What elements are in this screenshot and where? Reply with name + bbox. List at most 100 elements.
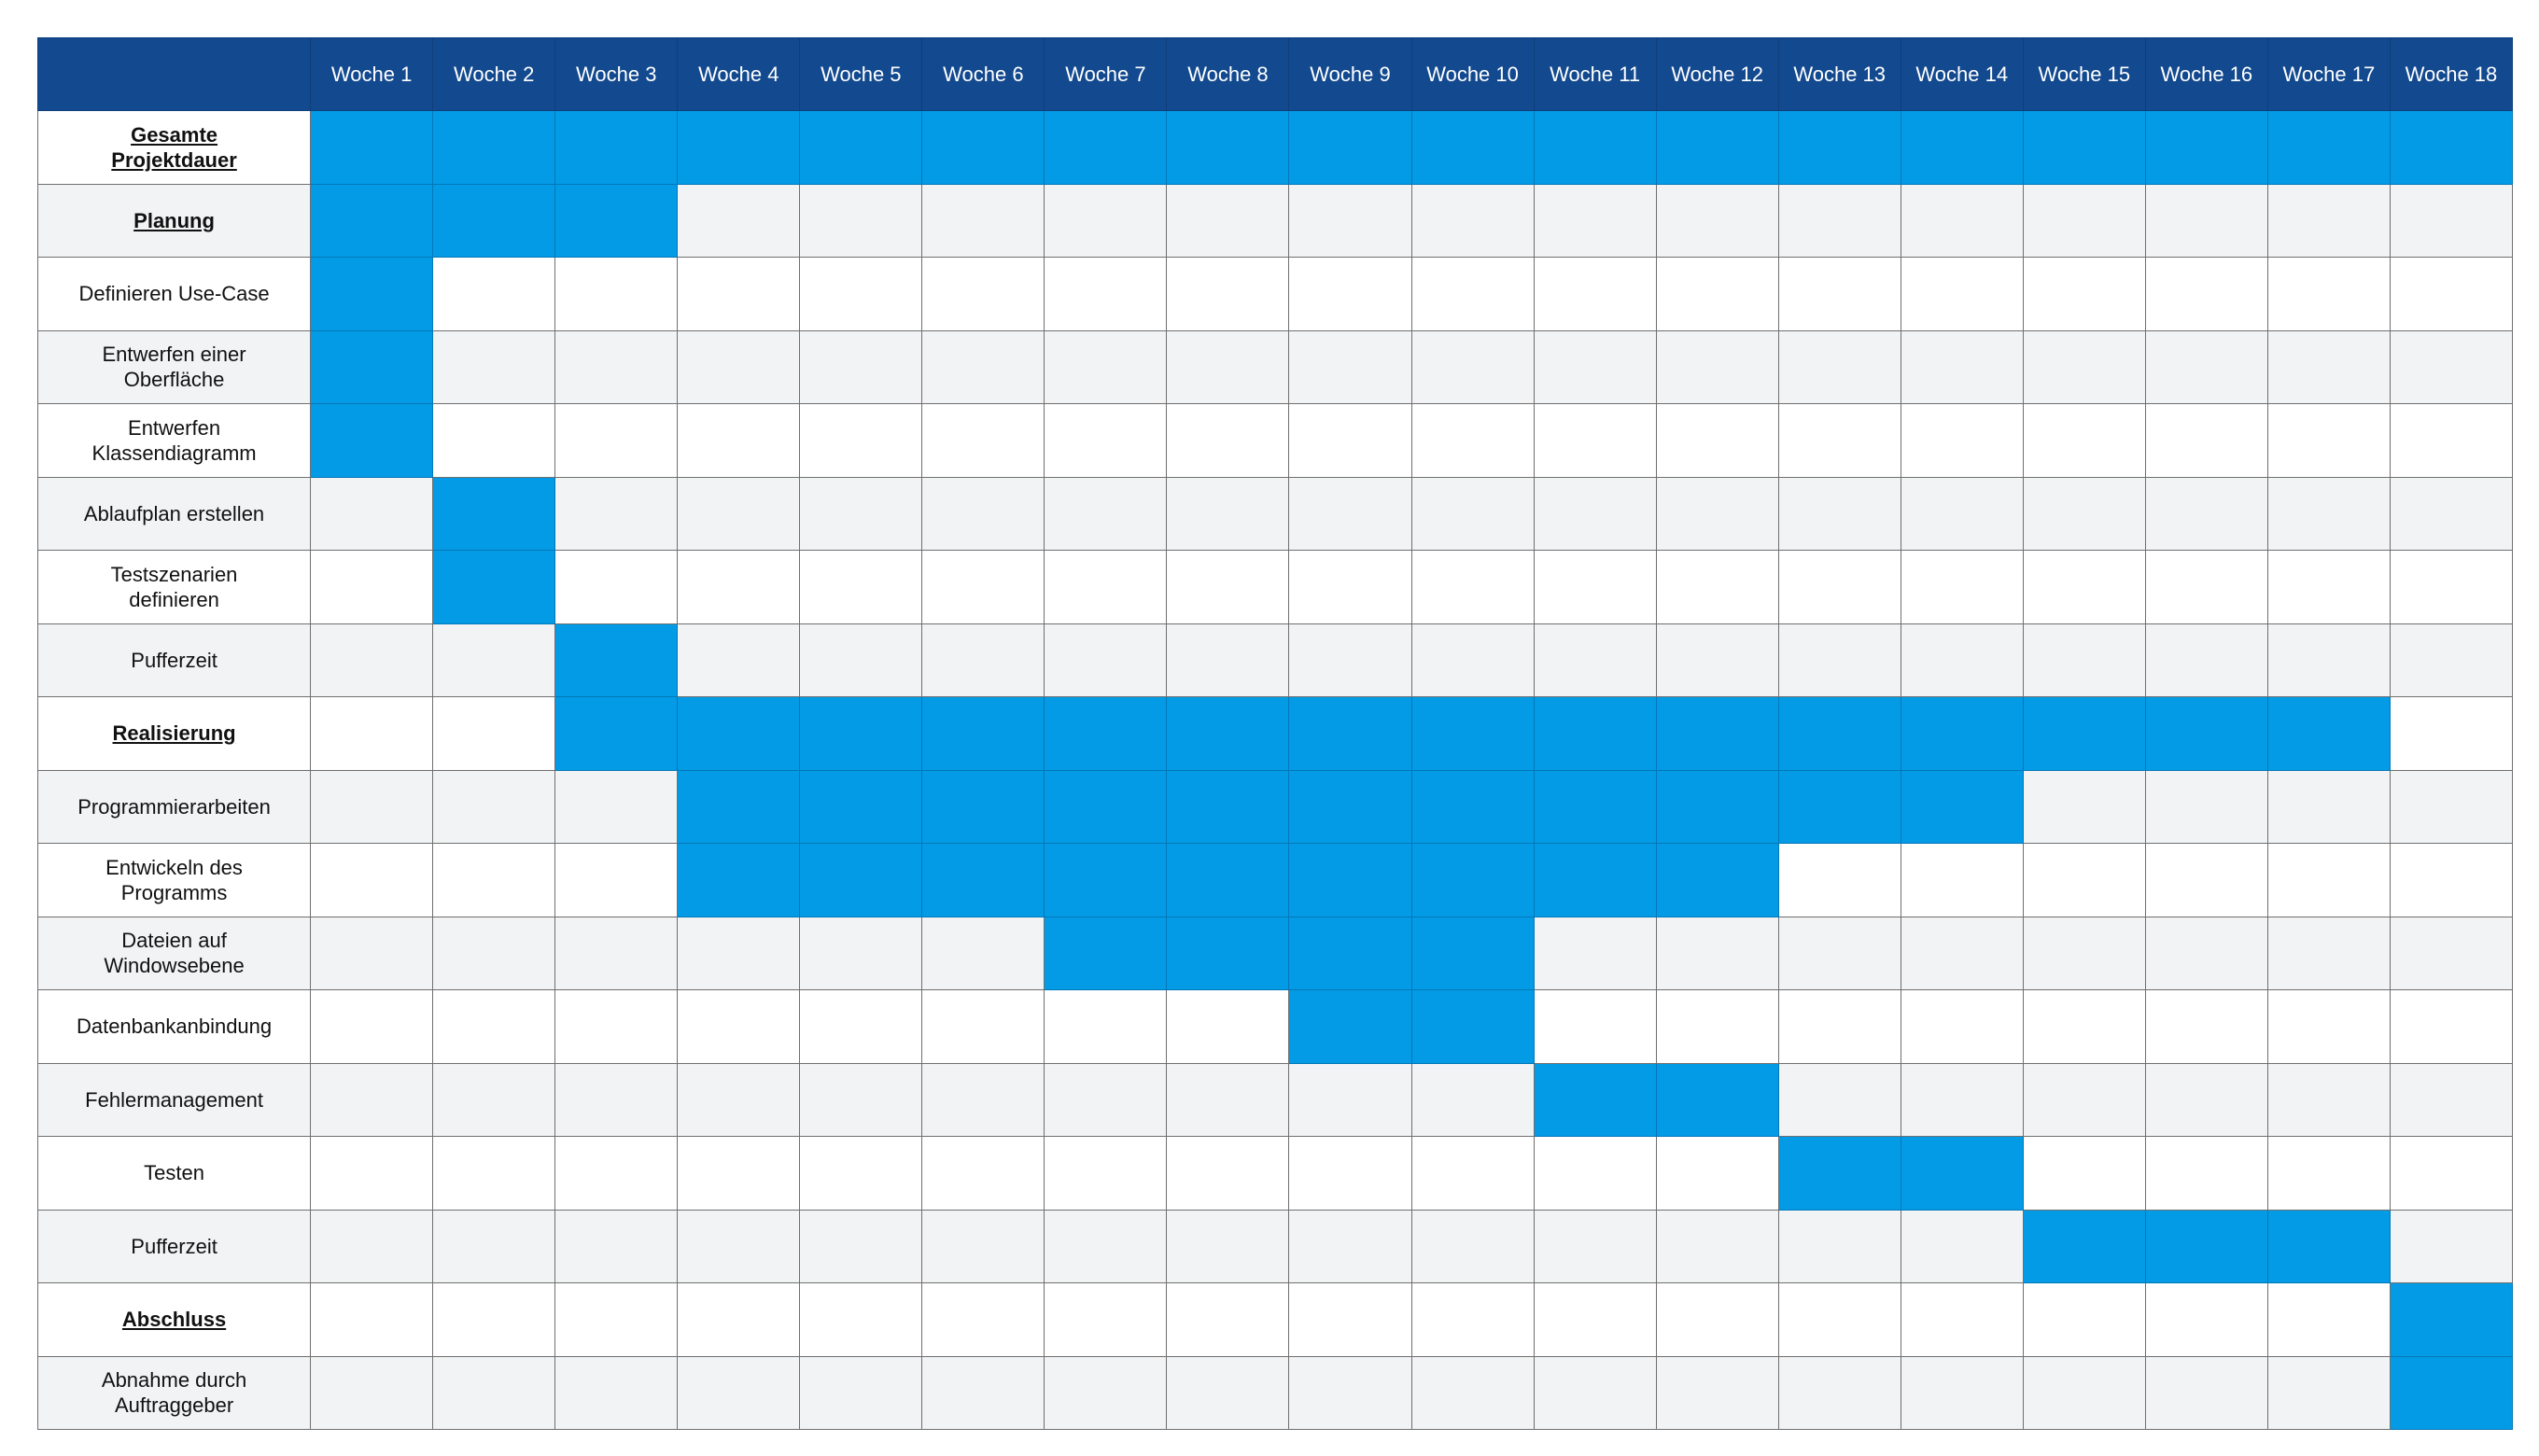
week-cell: [2389, 696, 2514, 771]
task-row: Entwickeln des Programms: [36, 843, 2514, 917]
gantt-bar-segment: [2266, 1209, 2391, 1283]
gantt-bar-segment: [554, 110, 679, 185]
week-cell: [1410, 1355, 1535, 1430]
week-cell: [799, 1282, 923, 1357]
week-cell: [1166, 1355, 1290, 1430]
week-cell: [432, 1062, 556, 1137]
week-cell: [2022, 1282, 2146, 1357]
week-cell: [1044, 1209, 1168, 1283]
week-cell: [2144, 1062, 2268, 1137]
week-cell: [2266, 403, 2391, 478]
gantt-bar-segment: [2022, 110, 2146, 185]
week-cell: [1777, 257, 1901, 331]
week-cell: [1900, 916, 2024, 990]
week-cell: [1777, 916, 1901, 990]
week-cell: [2022, 183, 2146, 258]
task-label: Entwerfen einer Oberfläche: [36, 329, 312, 404]
task-row: Pufferzeit: [36, 1209, 2514, 1283]
gantt-bar-segment: [1655, 769, 1779, 844]
week-cell: [1900, 329, 2024, 404]
task-row: Ablaufplan erstellen: [36, 476, 2514, 551]
week-cell: [2389, 843, 2514, 917]
week-cell: [1777, 1282, 1901, 1357]
task-label: Ablaufplan erstellen: [36, 476, 312, 551]
week-cell: [1044, 476, 1168, 551]
week-cell: [2266, 989, 2391, 1064]
week-cell: [554, 257, 679, 331]
gantt-bar-segment: [1288, 843, 1412, 917]
week-cell: [677, 1136, 801, 1211]
week-cell: [1533, 1355, 1657, 1430]
week-cell: [554, 769, 679, 844]
week-cell: [921, 1062, 1045, 1137]
gantt-chart: Woche 1 Woche 2 Woche 3 Woche 4 Woche 5 Woche…: [36, 37, 2514, 1430]
week-cell: [799, 403, 923, 478]
week-cell: [921, 329, 1045, 404]
week-cell: [677, 623, 801, 697]
week-cell: [2389, 550, 2514, 624]
week-cell: [1288, 1209, 1412, 1283]
gantt-bar-segment: [1044, 843, 1168, 917]
task-row: Definieren Use-Case: [36, 257, 2514, 331]
task-label: Dateien auf Windowsebene: [36, 916, 312, 990]
week-cell: [310, 916, 434, 990]
gantt-bar-segment: [1777, 1136, 1901, 1211]
week-cell: [1410, 183, 1535, 258]
gantt-bar-segment: [310, 183, 434, 258]
week-cell: [2144, 329, 2268, 404]
week-cell: [2389, 1209, 2514, 1283]
week-cell: [1288, 550, 1412, 624]
gantt-bar-segment: [1166, 110, 1290, 185]
week-cell: [1655, 183, 1779, 258]
week-header-2: Woche 2: [432, 37, 556, 111]
task-label: Entwerfen Klassendiagramm: [36, 403, 312, 478]
gantt-bar-segment: [1410, 989, 1535, 1064]
week-cell: [310, 696, 434, 771]
week-cell: [2144, 403, 2268, 478]
week-cell: [921, 623, 1045, 697]
gantt-bar-segment: [1655, 696, 1779, 771]
week-cell: [1166, 257, 1290, 331]
week-cell: [310, 623, 434, 697]
gantt-bar-segment: [554, 183, 679, 258]
task-label: Pufferzeit: [36, 623, 312, 697]
task-label: Entwickeln des Programms: [36, 843, 312, 917]
gantt-bar-segment: [2144, 1209, 2268, 1283]
gantt-bar-segment: [677, 843, 801, 917]
week-cell: [1044, 257, 1168, 331]
week-cell: [921, 1136, 1045, 1211]
week-cell: [2389, 183, 2514, 258]
gantt-bar-segment: [1900, 110, 2024, 185]
week-cell: [799, 550, 923, 624]
week-cell: [2389, 257, 2514, 331]
gantt-bar-segment: [921, 110, 1045, 185]
task-label: Abnahme durch Auftraggeber: [36, 1355, 312, 1430]
week-cell: [2266, 843, 2391, 917]
week-cell: [1044, 1355, 1168, 1430]
gantt-bar-segment: [921, 696, 1045, 771]
week-header-14: Woche 14: [1900, 37, 2024, 111]
gantt-bar-segment: [1044, 110, 1168, 185]
week-cell: [2144, 183, 2268, 258]
week-cell: [1166, 989, 1290, 1064]
week-cell: [677, 1355, 801, 1430]
task-row: Abnahme durch Auftraggeber: [36, 1355, 2514, 1430]
week-cell: [2144, 989, 2268, 1064]
week-cell: [2022, 329, 2146, 404]
gantt-bar-segment: [2144, 110, 2268, 185]
week-cell: [1044, 1282, 1168, 1357]
week-cell: [2144, 550, 2268, 624]
week-cell: [2266, 1136, 2391, 1211]
gantt-bar-segment: [310, 257, 434, 331]
week-cell: [1410, 476, 1535, 551]
task-label: Pufferzeit: [36, 1209, 312, 1283]
gantt-bar-segment: [554, 696, 679, 771]
week-cell: [1900, 843, 2024, 917]
week-header-5: Woche 5: [799, 37, 923, 111]
phase-label: Gesamte Projektdauer: [36, 110, 312, 185]
gantt-bar-segment: [1410, 110, 1535, 185]
week-cell: [1533, 989, 1657, 1064]
week-cell: [677, 403, 801, 478]
gantt-bar-segment: [1655, 1062, 1779, 1137]
gantt-bar-segment: [1900, 696, 2024, 771]
